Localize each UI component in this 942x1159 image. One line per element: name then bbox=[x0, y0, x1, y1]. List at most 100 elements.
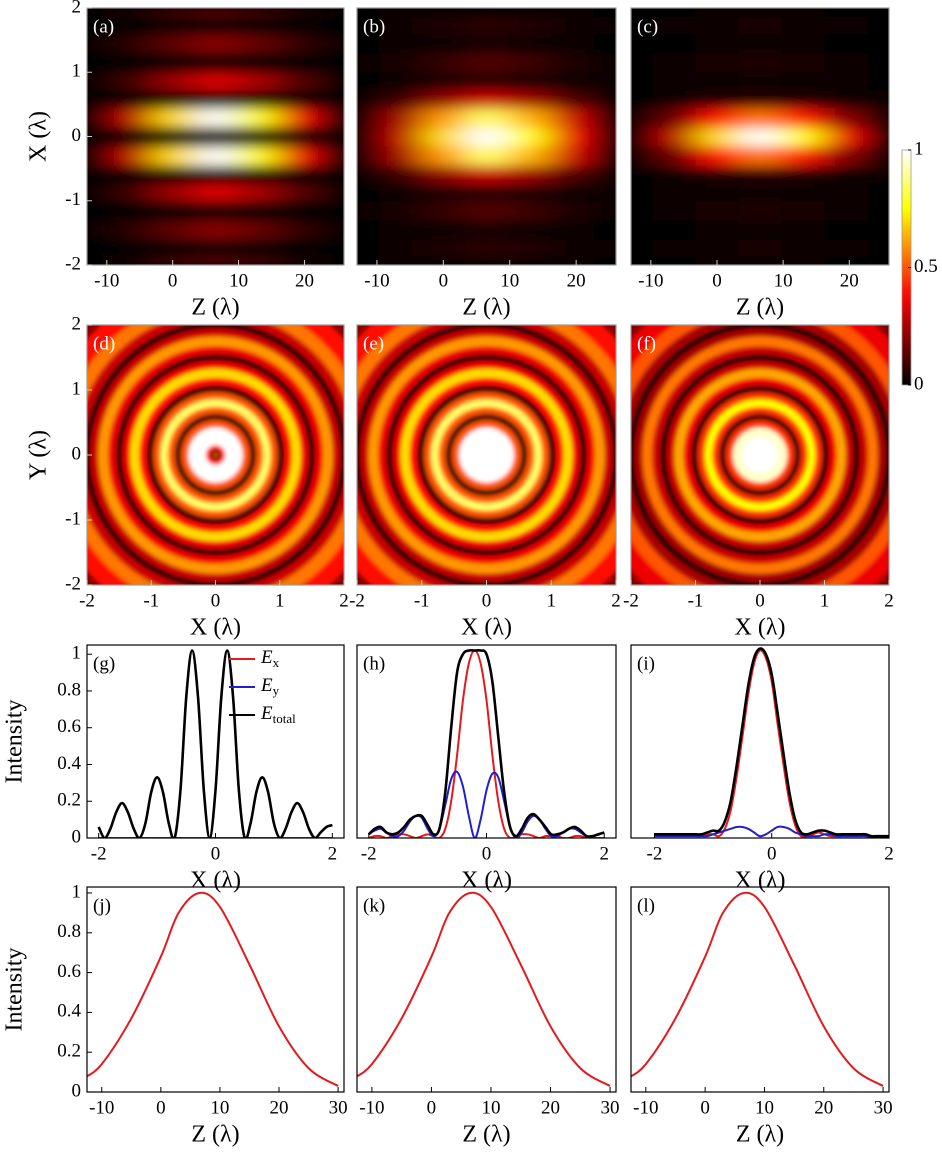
heat-cell bbox=[594, 220, 616, 240]
heat-cell bbox=[357, 52, 380, 73]
heat-cell bbox=[322, 126, 344, 147]
heat-cell bbox=[322, 256, 344, 265]
heat-cell bbox=[421, 165, 466, 184]
heat-cell bbox=[151, 146, 195, 166]
heat-cell bbox=[631, 239, 653, 258]
heat-cell bbox=[151, 165, 195, 184]
heat-cell bbox=[194, 107, 238, 128]
heat-cell bbox=[322, 239, 344, 258]
heat-cell bbox=[322, 33, 344, 54]
heat-cell bbox=[824, 183, 868, 202]
heat-cell bbox=[108, 52, 152, 73]
heat-cell bbox=[151, 200, 195, 221]
heat-cell bbox=[738, 146, 782, 166]
heat-cell bbox=[378, 107, 423, 128]
heat-cell bbox=[464, 200, 509, 221]
heat-cell bbox=[652, 220, 696, 240]
x-axis-label: Z (λ) bbox=[191, 1122, 239, 1148]
heat-cell bbox=[738, 239, 782, 258]
colorbar-tick-label: 0 bbox=[914, 373, 924, 394]
panel-label: (g) bbox=[93, 653, 115, 674]
heat-cell bbox=[824, 89, 868, 109]
heat-cell bbox=[867, 126, 889, 147]
heat-cell bbox=[378, 256, 423, 265]
heat-cell bbox=[108, 146, 152, 166]
heat-cell bbox=[695, 33, 739, 54]
heat-cell bbox=[631, 256, 653, 265]
heat-cell bbox=[824, 8, 868, 17]
x-axis-label: X (λ) bbox=[190, 868, 241, 894]
heat-cell bbox=[781, 126, 825, 147]
heat-cell bbox=[194, 220, 238, 240]
heat-cell bbox=[738, 72, 782, 91]
heat-cell bbox=[378, 8, 423, 17]
x-tick-label: -10 bbox=[638, 270, 663, 291]
y-tick-label: 1 bbox=[72, 881, 82, 902]
heat-cell bbox=[594, 165, 616, 184]
heat-cell bbox=[421, 16, 466, 35]
heat-cell bbox=[551, 183, 595, 202]
x-tick-label: 10 bbox=[755, 1097, 774, 1118]
panel-label: (h) bbox=[363, 653, 385, 674]
heat-cell bbox=[867, 146, 889, 166]
heat-cell bbox=[551, 72, 595, 91]
heat-cell bbox=[279, 146, 324, 166]
legend-label: Etotal bbox=[260, 703, 296, 726]
heat-cell bbox=[695, 52, 739, 73]
heat-cell bbox=[867, 89, 889, 109]
heat-cell bbox=[695, 89, 739, 109]
heat-cell bbox=[508, 200, 552, 221]
heat-cell bbox=[378, 89, 423, 109]
heat-cell bbox=[151, 220, 195, 240]
heat-cell bbox=[738, 165, 782, 184]
colorbar-tick-label: 1 bbox=[914, 138, 924, 159]
panel-label: (l) bbox=[637, 895, 655, 916]
y-tick-label: 0.2 bbox=[57, 1041, 81, 1062]
heat-cell bbox=[357, 89, 380, 109]
series-line bbox=[631, 891, 884, 1087]
heat-cell bbox=[108, 16, 152, 35]
heat-cell bbox=[194, 33, 238, 54]
heat-cell bbox=[378, 239, 423, 258]
heat-cell bbox=[322, 72, 344, 91]
x-tick-label: 10 bbox=[774, 270, 793, 291]
heat-cell bbox=[236, 33, 281, 54]
x-tick-label: 2 bbox=[611, 590, 621, 611]
x-axis-label: Z (λ) bbox=[462, 295, 510, 321]
x-tick-label: 2 bbox=[339, 590, 349, 611]
heat-cell bbox=[652, 52, 696, 73]
heat-cell bbox=[279, 183, 324, 202]
x-axis-label: X (λ) bbox=[461, 615, 512, 641]
series-line bbox=[368, 649, 605, 838]
heat-cell bbox=[464, 89, 509, 109]
heat-cell bbox=[322, 107, 344, 128]
heat-cell bbox=[421, 200, 466, 221]
heat-cell bbox=[151, 107, 195, 128]
heat-cell bbox=[236, 183, 281, 202]
heat-cell bbox=[631, 16, 653, 35]
x-tick-label: 20 bbox=[541, 1097, 560, 1118]
heat-cell bbox=[87, 146, 109, 166]
heat-cell bbox=[738, 220, 782, 240]
heat-cell bbox=[738, 256, 782, 265]
heat-cell bbox=[357, 256, 380, 265]
y-tick-label: 2 bbox=[72, 313, 82, 334]
y-axis-label: X (λ) bbox=[26, 111, 52, 162]
heat-cell bbox=[652, 8, 696, 17]
heat-cell bbox=[378, 220, 423, 240]
heat-cell bbox=[652, 72, 696, 91]
x-tick-label: -2 bbox=[91, 843, 107, 864]
heat-cell bbox=[824, 52, 868, 73]
heat-cell bbox=[695, 107, 739, 128]
y-tick-label: 0.6 bbox=[57, 961, 81, 982]
heat-cell bbox=[194, 200, 238, 221]
heat-cell bbox=[194, 126, 238, 147]
heat-cell bbox=[652, 165, 696, 184]
heat-cell bbox=[824, 146, 868, 166]
x-tick-label: 1 bbox=[820, 590, 830, 611]
heat-cell bbox=[551, 146, 595, 166]
frame bbox=[630, 644, 890, 839]
panel-label: (j) bbox=[93, 895, 111, 916]
heat-cell bbox=[108, 239, 152, 258]
heat-cell bbox=[508, 126, 552, 147]
